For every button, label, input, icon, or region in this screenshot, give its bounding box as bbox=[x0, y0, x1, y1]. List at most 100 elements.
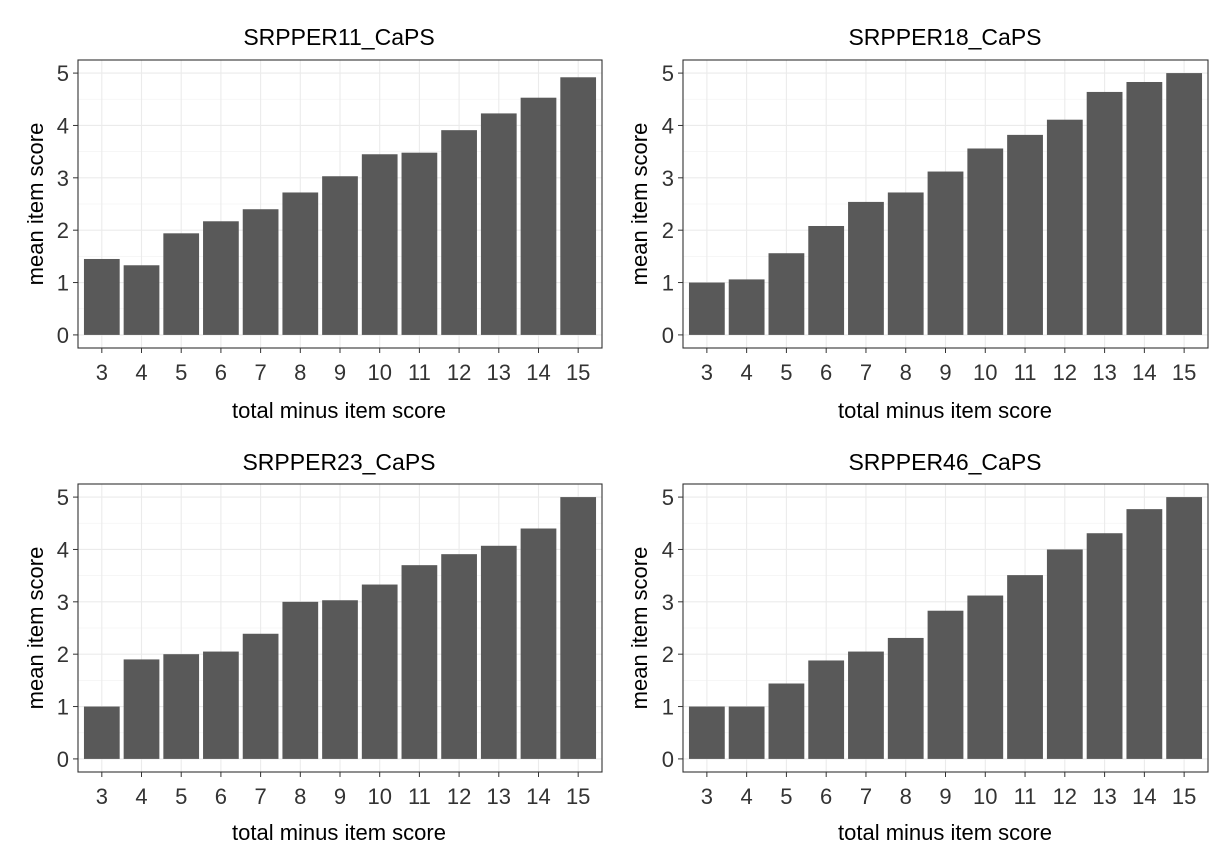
x-tick-label: 15 bbox=[1172, 360, 1196, 385]
bar-10 bbox=[967, 595, 1004, 759]
x-tick-label: 14 bbox=[526, 360, 550, 385]
panel-srpper23: SRPPER23_CaPS total minus item score mea… bbox=[23, 449, 603, 845]
x-tick-label: 11 bbox=[1014, 784, 1037, 809]
y-axis-title: mean item score bbox=[23, 123, 48, 286]
x-tick-label: 5 bbox=[175, 360, 187, 385]
bars bbox=[688, 73, 1203, 335]
bar-7 bbox=[242, 633, 279, 759]
x-tick-label: 6 bbox=[820, 360, 832, 385]
y-tick-label: 0 bbox=[57, 323, 69, 348]
x-axis-title: total minus item score bbox=[838, 820, 1052, 845]
y-tick-label: 3 bbox=[57, 166, 69, 191]
x-axis: 3 4 5 6 7 8 9 10 11 12 13 14 15 bbox=[701, 772, 1196, 809]
x-tick-label: 3 bbox=[701, 784, 713, 809]
y-tick-label: 5 bbox=[662, 485, 674, 510]
x-tick-label: 15 bbox=[566, 784, 590, 809]
y-tick-label: 1 bbox=[662, 695, 674, 720]
x-tick-label: 10 bbox=[367, 360, 391, 385]
y-tick-label: 3 bbox=[57, 590, 69, 615]
bar-11 bbox=[401, 565, 438, 759]
x-tick-label: 4 bbox=[741, 360, 753, 385]
bar-3 bbox=[688, 706, 725, 759]
x-tick-label: 3 bbox=[96, 360, 108, 385]
y-tick-label: 5 bbox=[662, 61, 674, 86]
x-tick-label: 7 bbox=[860, 784, 872, 809]
y-tick-label: 3 bbox=[662, 166, 674, 191]
bar-10 bbox=[361, 154, 398, 335]
bars bbox=[688, 497, 1203, 759]
bar-12 bbox=[1046, 549, 1083, 759]
plot-area bbox=[77, 483, 603, 773]
bar-15 bbox=[560, 77, 597, 335]
x-tick-label: 8 bbox=[294, 360, 306, 385]
x-axis-title: total minus item score bbox=[232, 398, 446, 423]
bar-3 bbox=[83, 706, 120, 759]
panel-title: SRPPER46_CaPS bbox=[848, 449, 1041, 475]
x-tick-label: 14 bbox=[526, 784, 550, 809]
x-axis: 3 4 5 6 7 8 9 10 11 12 13 14 15 bbox=[701, 348, 1196, 385]
y-tick-label: 2 bbox=[662, 642, 674, 667]
y-tick-label: 2 bbox=[662, 218, 674, 243]
panel-title: SRPPER18_CaPS bbox=[848, 24, 1041, 50]
bar-13 bbox=[1086, 533, 1123, 759]
y-tick-label: 2 bbox=[57, 218, 69, 243]
bar-5 bbox=[768, 683, 805, 759]
x-axis-title: total minus item score bbox=[838, 398, 1052, 423]
x-tick-label: 7 bbox=[254, 784, 266, 809]
bar-9 bbox=[927, 610, 964, 759]
x-tick-label: 3 bbox=[701, 360, 713, 385]
y-axis: 0 1 2 3 4 5 bbox=[662, 61, 683, 348]
bar-13 bbox=[480, 545, 517, 759]
x-tick-label: 13 bbox=[487, 360, 511, 385]
bar-6 bbox=[808, 225, 845, 335]
x-tick-label: 6 bbox=[215, 784, 227, 809]
bar-7 bbox=[848, 201, 884, 335]
x-tick-label: 10 bbox=[973, 784, 997, 809]
x-tick-label: 4 bbox=[135, 784, 147, 809]
x-tick-label: 7 bbox=[860, 360, 872, 385]
bar-14 bbox=[520, 97, 557, 335]
x-tick-label: 9 bbox=[939, 360, 951, 385]
y-tick-label: 4 bbox=[662, 537, 674, 562]
x-tick-label: 12 bbox=[447, 784, 471, 809]
bar-11 bbox=[401, 152, 438, 335]
bar-8 bbox=[887, 637, 924, 759]
x-tick-label: 11 bbox=[408, 360, 431, 385]
x-tick-label: 11 bbox=[1014, 360, 1037, 385]
x-tick-label: 9 bbox=[939, 784, 951, 809]
bar-6 bbox=[203, 651, 239, 759]
plot-area bbox=[682, 59, 1209, 349]
bar-7 bbox=[242, 209, 279, 335]
bar-3 bbox=[688, 282, 725, 335]
y-axis-title: mean item score bbox=[627, 123, 652, 286]
x-tick-label: 15 bbox=[566, 360, 590, 385]
x-tick-label: 14 bbox=[1132, 360, 1156, 385]
bar-15 bbox=[1166, 73, 1203, 335]
y-tick-label: 1 bbox=[662, 271, 674, 296]
panel-title: SRPPER11_CaPS bbox=[243, 24, 434, 50]
bar-5 bbox=[163, 654, 200, 759]
bar-13 bbox=[480, 113, 517, 335]
bar-14 bbox=[520, 528, 557, 759]
bar-9 bbox=[322, 600, 358, 759]
x-tick-label: 9 bbox=[334, 360, 346, 385]
bar-15 bbox=[1166, 497, 1203, 759]
bar-6 bbox=[808, 660, 845, 759]
x-axis-title: total minus item score bbox=[232, 820, 446, 845]
bar-4 bbox=[123, 265, 160, 335]
x-tick-label: 12 bbox=[1053, 360, 1077, 385]
x-tick-label: 8 bbox=[294, 784, 306, 809]
x-axis: 3 4 5 6 7 8 9 10 11 12 13 14 15 bbox=[96, 348, 590, 385]
bar-8 bbox=[887, 192, 924, 335]
bar-4 bbox=[728, 706, 765, 759]
x-tick-label: 5 bbox=[175, 784, 187, 809]
bars bbox=[83, 77, 597, 335]
x-tick-label: 10 bbox=[973, 360, 997, 385]
y-tick-label: 5 bbox=[57, 485, 69, 510]
bar-14 bbox=[1126, 81, 1163, 335]
x-tick-label: 10 bbox=[367, 784, 391, 809]
bar-5 bbox=[768, 253, 805, 335]
x-tick-label: 3 bbox=[96, 784, 108, 809]
y-tick-label: 3 bbox=[662, 590, 674, 615]
x-tick-label: 4 bbox=[135, 360, 147, 385]
